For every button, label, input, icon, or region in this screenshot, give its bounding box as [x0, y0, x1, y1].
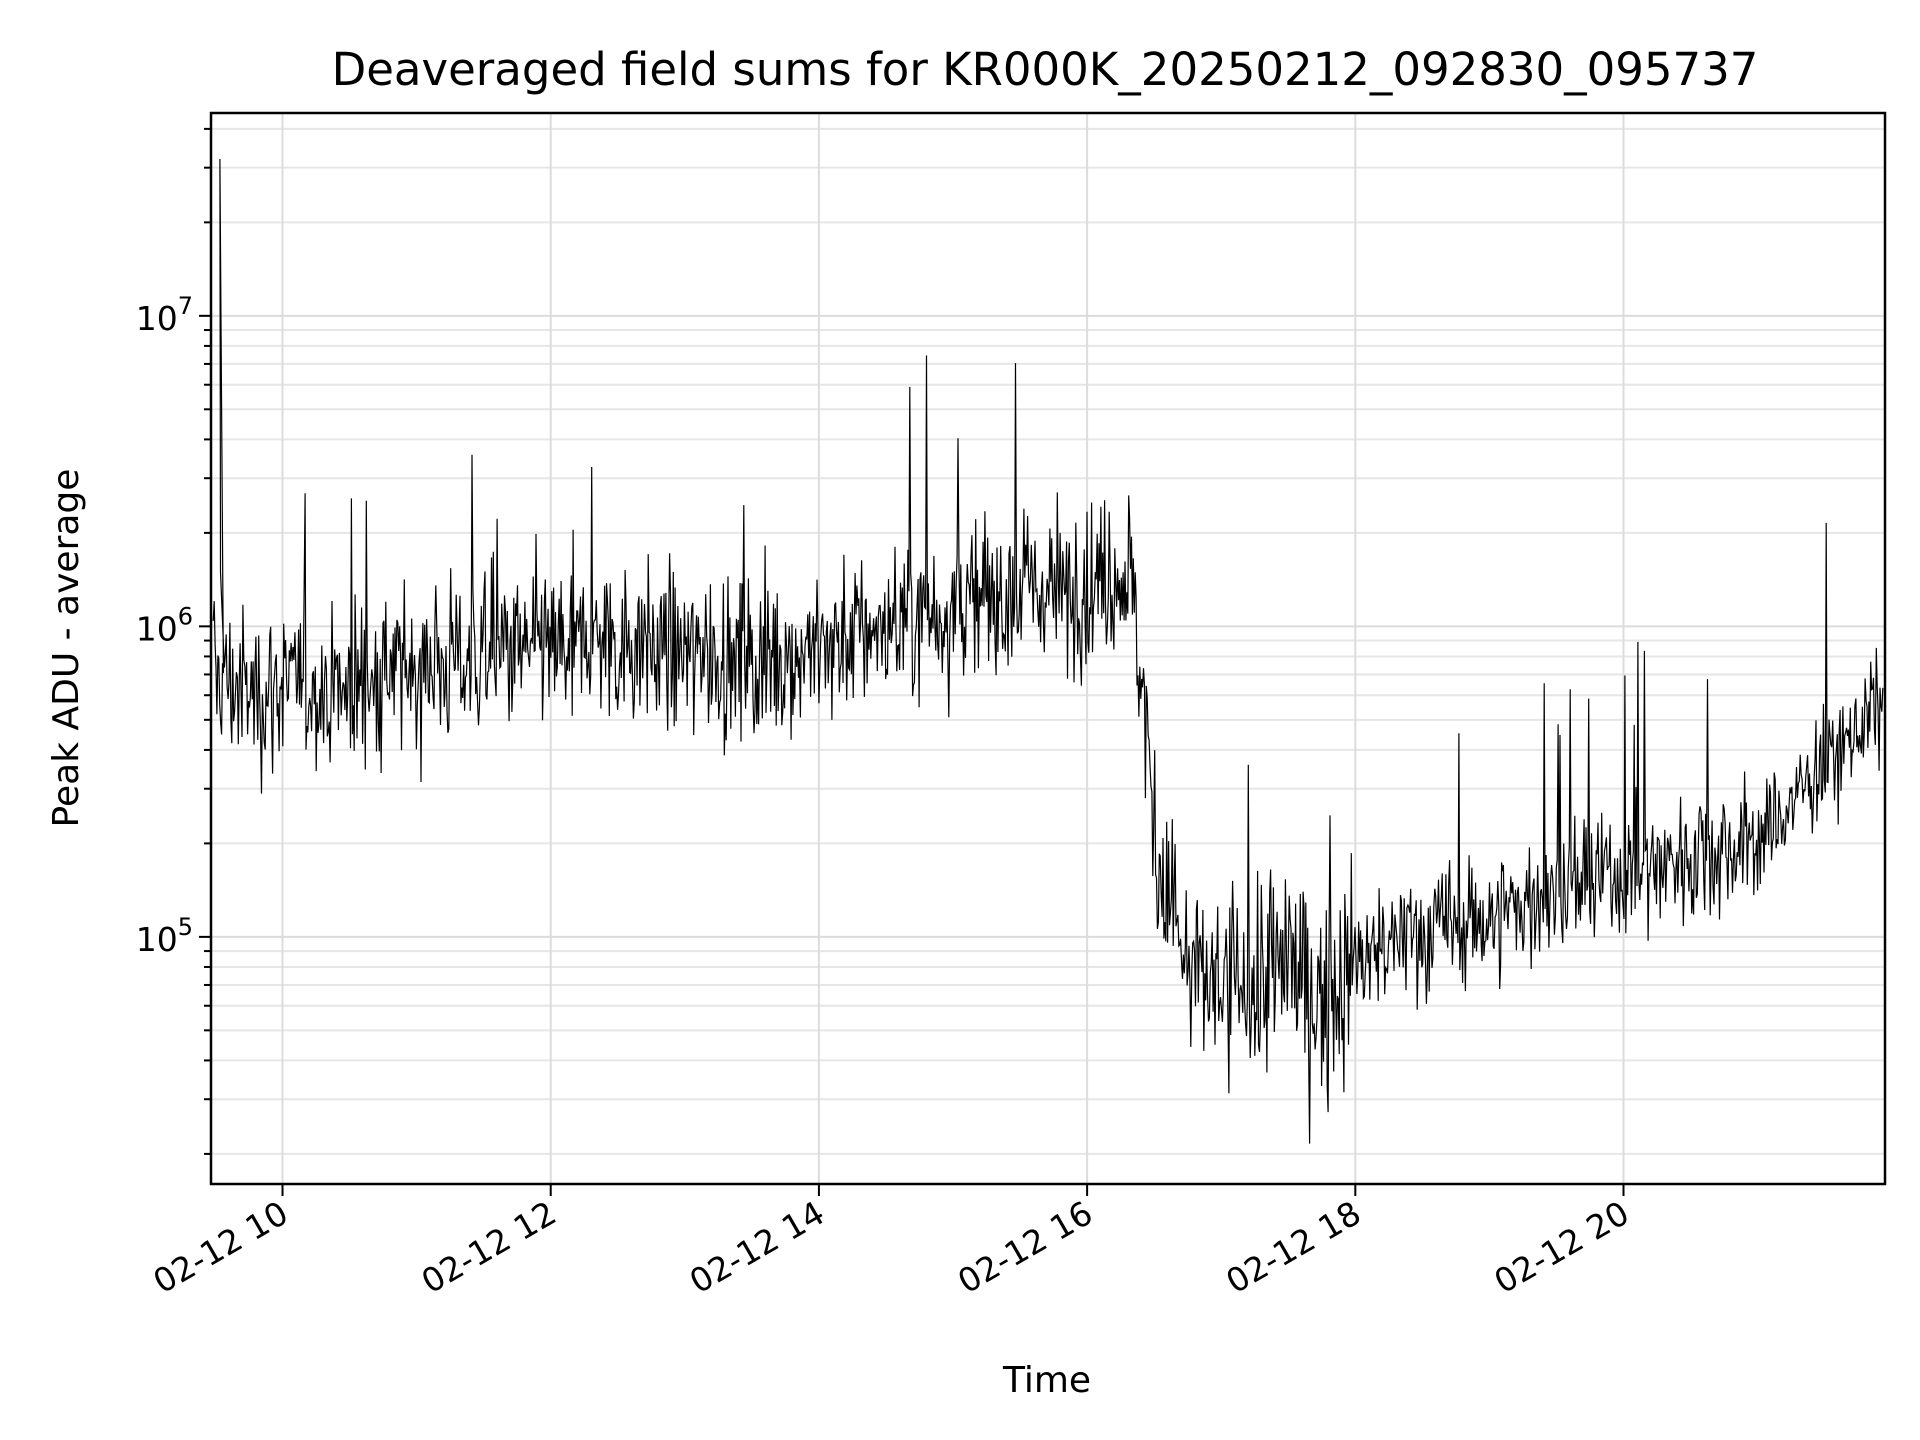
y-tick-label: 107: [136, 292, 193, 338]
x-axis-label: Time: [1002, 1360, 1091, 1401]
y-axis: 105 106 107: [136, 127, 211, 1155]
series-line: [212, 158, 1884, 1144]
series-group: [212, 158, 1884, 1144]
grid: [211, 113, 1885, 1184]
chart-title: Deaveraged field sums for KR000K_2025021…: [332, 43, 1759, 96]
y-tick-label: 105: [136, 913, 193, 959]
y-axis-label: Peak ADU - average: [46, 469, 87, 828]
plot-frame: [209, 111, 1887, 1186]
y-tick-label: 106: [136, 602, 193, 648]
